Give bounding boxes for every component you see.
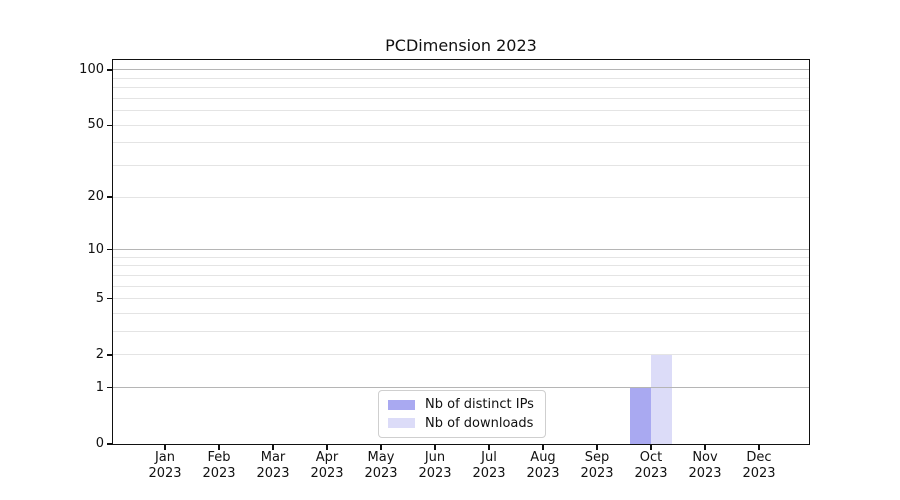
x-tick-label: Jul 2023 <box>457 450 521 482</box>
x-tick-year: 2023 <box>256 466 290 481</box>
x-tick-mark <box>596 445 598 450</box>
x-tick-year: 2023 <box>148 466 182 481</box>
legend-label: Nb of distinct IPs <box>425 397 534 413</box>
x-tick-month: Nov <box>692 450 718 465</box>
minor-gridline <box>113 274 809 276</box>
major-gridline <box>113 387 809 389</box>
x-tick-label: Aug 2023 <box>511 450 575 482</box>
x-tick-mark <box>650 445 652 450</box>
x-tick-month: Jan <box>154 450 176 465</box>
x-tick-mark <box>326 445 328 450</box>
x-tick-month: Jul <box>481 450 497 465</box>
x-tick-label: Apr 2023 <box>295 450 359 482</box>
x-tick-year: 2023 <box>418 466 452 481</box>
x-tick-label: Mar 2023 <box>241 450 305 482</box>
grid-layer <box>113 60 809 444</box>
bar-nb-of-distinct-ips <box>630 387 651 444</box>
minor-gridline <box>113 97 809 99</box>
minor-gridline <box>113 298 809 300</box>
x-tick-label: Sep 2023 <box>565 450 629 482</box>
x-tick-month: Oct <box>639 450 663 465</box>
y-tick-mark <box>107 196 112 198</box>
y-tick-label: 1 <box>95 379 104 395</box>
y-tick-mark <box>107 387 112 389</box>
x-tick-year: 2023 <box>310 466 344 481</box>
x-tick-month: Sep <box>584 450 610 465</box>
x-tick-mark <box>272 445 274 450</box>
x-tick-mark <box>218 445 220 450</box>
x-tick-year: 2023 <box>472 466 506 481</box>
legend-item: Nb of downloads <box>388 416 536 431</box>
minor-gridline <box>113 142 809 144</box>
y-tick-label: 5 <box>95 290 104 306</box>
y-tick-label: 10 <box>87 241 104 257</box>
minor-gridline <box>113 265 809 267</box>
x-tick-mark <box>488 445 490 450</box>
minor-gridline <box>113 165 809 167</box>
plot-area <box>112 59 810 445</box>
x-tick-month: May <box>367 450 395 465</box>
y-tick-label: 50 <box>87 117 104 133</box>
x-tick-month: Dec <box>746 450 772 465</box>
legend: Nb of distinct IPs Nb of downloads <box>378 390 546 438</box>
minor-gridline <box>113 256 809 258</box>
x-tick-mark <box>542 445 544 450</box>
y-tick-mark <box>107 298 112 300</box>
x-tick-month: Mar <box>260 450 286 465</box>
x-tick-year: 2023 <box>202 466 236 481</box>
minor-gridline <box>113 285 809 287</box>
x-tick-label: Oct 2023 <box>619 450 683 482</box>
y-tick-label: 0 <box>95 436 104 451</box>
minor-gridline <box>113 354 809 356</box>
y-tick-mark <box>107 354 112 356</box>
minor-gridline <box>113 196 809 198</box>
y-tick-label: 20 <box>87 189 104 205</box>
x-tick-year: 2023 <box>634 466 668 481</box>
x-tick-label: Jan 2023 <box>133 450 197 482</box>
major-gridline <box>113 69 809 71</box>
chart-title: PCDimension 2023 <box>385 36 537 55</box>
minor-gridline <box>113 87 809 89</box>
minor-gridline <box>113 110 809 112</box>
bar-nb-of-downloads <box>651 354 672 444</box>
legend-item: Nb of distinct IPs <box>388 397 536 412</box>
x-tick-year: 2023 <box>526 466 560 481</box>
x-tick-mark <box>434 445 436 450</box>
x-tick-month: Aug <box>530 450 556 465</box>
x-tick-year: 2023 <box>364 466 398 481</box>
x-tick-month: Feb <box>207 450 231 465</box>
x-tick-label: May 2023 <box>349 450 413 482</box>
minor-gridline <box>113 77 809 79</box>
y-tick-mark <box>107 443 112 445</box>
x-tick-mark <box>380 445 382 450</box>
legend-swatch <box>388 418 415 428</box>
x-tick-month: Apr <box>315 450 339 465</box>
x-tick-mark <box>704 445 706 450</box>
minor-gridline <box>113 124 809 126</box>
x-tick-label: Feb 2023 <box>187 450 251 482</box>
y-tick-label: 2 <box>95 346 104 362</box>
x-tick-label: Jun 2023 <box>403 450 467 482</box>
y-tick-label: 100 <box>79 61 104 77</box>
x-tick-mark <box>758 445 760 450</box>
x-tick-year: 2023 <box>742 466 776 481</box>
y-tick-mark <box>107 69 112 71</box>
bars-layer <box>113 60 809 444</box>
x-tick-month: Jun <box>424 450 446 465</box>
legend-swatch <box>388 400 415 410</box>
minor-gridline <box>113 313 809 314</box>
x-tick-label: Nov 2023 <box>673 450 737 482</box>
minor-gridline <box>113 331 809 333</box>
y-tick-mark <box>107 248 112 251</box>
legend-label: Nb of downloads <box>425 415 534 431</box>
y-tick-mark <box>107 124 112 126</box>
x-tick-label: Dec 2023 <box>727 450 791 482</box>
x-tick-year: 2023 <box>688 466 722 481</box>
major-gridline <box>113 249 809 251</box>
x-tick-mark <box>164 445 166 450</box>
x-tick-year: 2023 <box>580 466 614 481</box>
